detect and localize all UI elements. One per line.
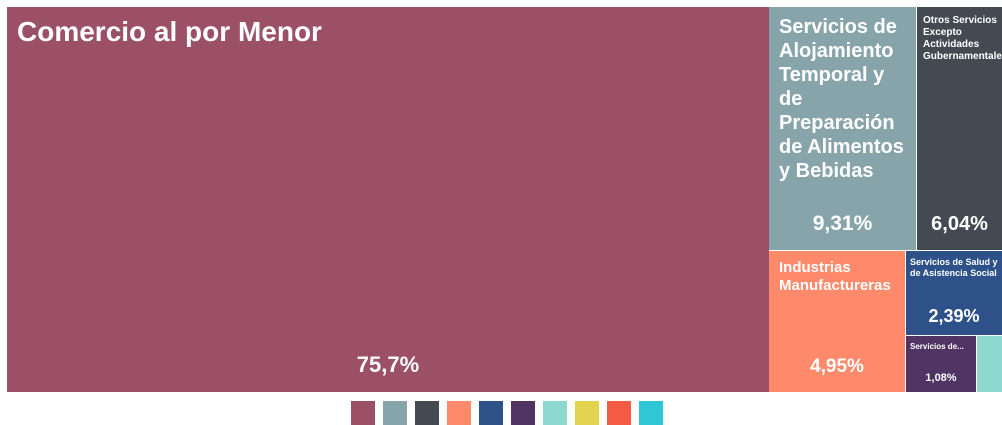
legend-swatch[interactable]	[639, 401, 663, 425]
tile-value: 2,39%	[928, 306, 980, 326]
color-legend	[351, 401, 663, 425]
treemap-tile[interactable]	[977, 336, 1002, 392]
legend-swatch[interactable]	[511, 401, 535, 425]
tile-label: Otros Servicios Excepto Actividades Gube…	[923, 15, 1002, 62]
treemap-chart: Comercio al por Menor 75,7% Servicios de A…	[7, 7, 1002, 392]
tile-label: Servicios de...	[910, 342, 964, 351]
tile-label: Industrias Manufactureras	[779, 259, 891, 294]
tile-label: Servicios de Salud y de Asistencia Socia…	[910, 257, 998, 278]
legend-swatch[interactable]	[607, 401, 631, 425]
legend-swatch[interactable]	[415, 401, 439, 425]
tile-value: 4,95%	[810, 356, 864, 377]
treemap-tile[interactable]: Servicios de Salud y de Asistencia Socia…	[906, 251, 1002, 335]
tile-value: 6,04%	[931, 213, 988, 235]
treemap-tile[interactable]: Servicios de... 1,08%	[906, 336, 976, 392]
legend-swatch[interactable]	[351, 401, 375, 425]
tile-value: 1,08%	[925, 372, 957, 384]
legend-swatch[interactable]	[575, 401, 599, 425]
tile-label: Servicios de Alojamiento Temporal y de P…	[779, 16, 904, 182]
treemap-tile[interactable]: Otros Servicios Excepto Actividades Gube…	[917, 7, 1002, 250]
legend-swatch[interactable]	[543, 401, 567, 425]
legend-swatch[interactable]	[479, 401, 503, 425]
legend-swatch[interactable]	[383, 401, 407, 425]
legend-swatch[interactable]	[447, 401, 471, 425]
tile-value: 75,7%	[356, 352, 420, 377]
treemap-tile[interactable]: Industrias Manufactureras 4,95%	[769, 251, 905, 392]
tile-label: Comercio al por Menor	[17, 16, 322, 47]
tile-value: 9,31%	[812, 212, 873, 235]
treemap-tile[interactable]: Comercio al por Menor 75,7%	[7, 7, 769, 392]
treemap-tile[interactable]: Servicios de Alojamiento Temporal y de P…	[769, 7, 916, 250]
